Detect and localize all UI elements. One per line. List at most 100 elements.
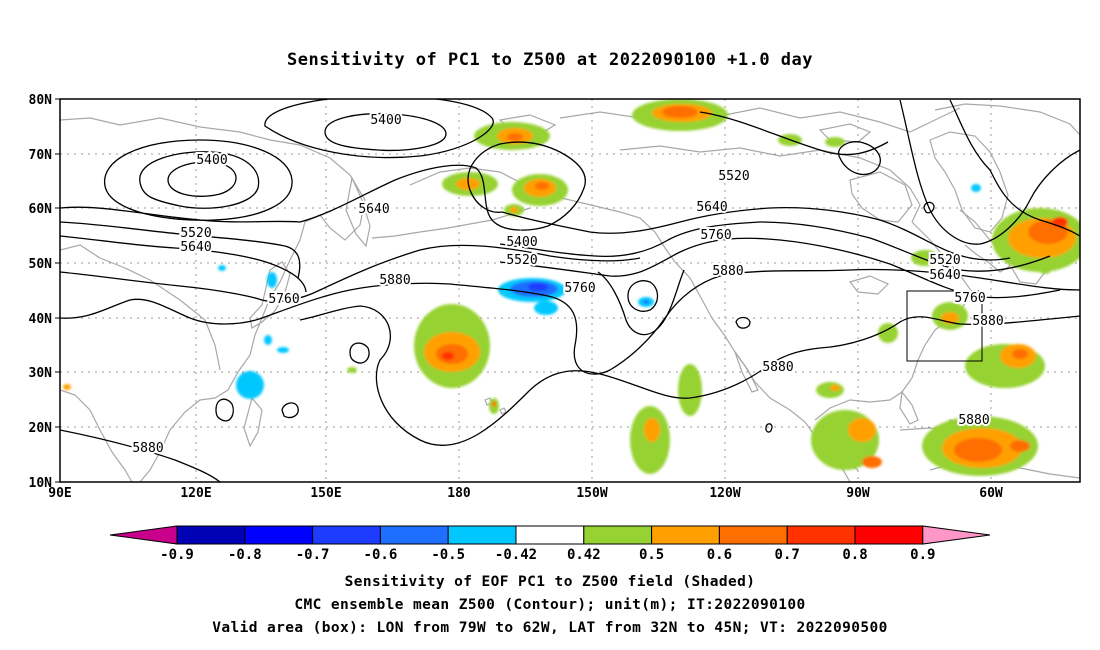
contour-labels: 5400540055205640564057605880540055205760… bbox=[130, 111, 1005, 458]
lon-labels: 90E 120E 150E 180 150W 120W 90W 60W bbox=[48, 486, 1003, 501]
contour-5760-trough bbox=[597, 269, 685, 336]
shade-negative-japan bbox=[218, 184, 981, 399]
lat-ticks bbox=[55, 98, 60, 483]
contour-arctic-4 bbox=[949, 99, 1080, 237]
contour-label: 5400 bbox=[506, 235, 537, 250]
lon-label: 150E bbox=[310, 486, 341, 501]
shade-central-pacific bbox=[347, 304, 499, 414]
contour-low-bering-inner bbox=[324, 112, 447, 152]
contour-5880-cutoff bbox=[627, 280, 659, 312]
contour-label: 5880 bbox=[712, 264, 743, 279]
contour-label: 5880 bbox=[972, 314, 1003, 329]
shade-bering bbox=[474, 122, 550, 150]
contour-label: 5520 bbox=[180, 226, 211, 241]
z500-contours bbox=[60, 99, 1080, 482]
contour-label: 5640 bbox=[696, 200, 727, 215]
shade-tropical-atlantic bbox=[922, 416, 1038, 476]
colorbar-label: -0.5 bbox=[431, 547, 465, 563]
contour-label: 5640 bbox=[358, 202, 389, 217]
contour-low-siberia-mid bbox=[139, 151, 260, 209]
contour-label: 5760 bbox=[564, 281, 595, 296]
contour-5400 bbox=[60, 141, 586, 231]
contour-greenland-low bbox=[923, 201, 935, 214]
contour-label: 5640 bbox=[929, 268, 960, 283]
lat-label: 60N bbox=[29, 202, 53, 217]
contour-5880-south bbox=[60, 429, 221, 482]
shade-east-pacific bbox=[630, 364, 702, 474]
caption-valid-area: Valid area (box): LON from 79W to 62W, L… bbox=[212, 620, 888, 636]
shade-north-pacific bbox=[442, 172, 568, 216]
lon-label: 180 bbox=[447, 486, 471, 501]
colorbar-label: -0.42 bbox=[495, 547, 537, 563]
contour-label: 5760 bbox=[700, 228, 731, 243]
colorbar-segment bbox=[854, 525, 924, 545]
contour-label: 5760 bbox=[954, 291, 985, 306]
shade-west-atlantic bbox=[932, 302, 1045, 388]
lon-label: 90W bbox=[846, 486, 870, 501]
colorbar-segment bbox=[651, 525, 720, 545]
contour-5640-west bbox=[60, 235, 307, 293]
colorbar-segment bbox=[176, 525, 246, 545]
shade-north-atlantic bbox=[911, 208, 1080, 274]
contour-label: 5520 bbox=[718, 169, 749, 184]
contour-arctic-2 bbox=[837, 141, 881, 175]
contour-5640-east bbox=[499, 221, 1051, 272]
contour-label: 5640 bbox=[180, 240, 211, 255]
positive-sensitivity bbox=[63, 99, 1080, 476]
lat-labels: 80N 70N 60N 50N 40N 30N 20N 10N bbox=[29, 93, 53, 491]
shade-arctic bbox=[632, 99, 845, 147]
colorbar-segment bbox=[786, 525, 856, 545]
lat-label: 40N bbox=[29, 312, 53, 327]
map-title: Sensitivity of PC1 to Z500 at 2022090100… bbox=[286, 50, 813, 70]
colorbar-label: -0.9 bbox=[160, 547, 194, 563]
lat-label: 10N bbox=[29, 476, 53, 491]
lon-label: 120E bbox=[180, 486, 211, 501]
contour-label: 5880 bbox=[958, 413, 989, 428]
colorbar-segment bbox=[379, 525, 449, 545]
contour-arctic-1 bbox=[699, 111, 889, 156]
colorbar-segment bbox=[515, 525, 585, 545]
colorbar-segment bbox=[447, 525, 517, 545]
lat-label: 20N bbox=[29, 421, 53, 436]
contour-label: 5520 bbox=[506, 253, 537, 268]
contour-label: 5400 bbox=[370, 113, 401, 128]
contour-small-3 bbox=[281, 402, 299, 419]
contour-label: 5520 bbox=[929, 253, 960, 268]
colorbar-label: 0.8 bbox=[842, 547, 867, 563]
lat-label: 70N bbox=[29, 148, 53, 163]
contour-label: 5880 bbox=[132, 441, 163, 456]
lon-label: 90E bbox=[48, 486, 71, 501]
colorbar-label: -0.6 bbox=[364, 547, 398, 563]
colorbar-segment bbox=[244, 525, 314, 545]
colorbar-label: -0.7 bbox=[296, 547, 330, 563]
valid-area-box bbox=[906, 290, 983, 362]
lon-label: 150W bbox=[576, 486, 607, 501]
colorbar-label: 0.6 bbox=[707, 547, 732, 563]
colorbar-label: 0.5 bbox=[639, 547, 664, 563]
colorbar-segment bbox=[583, 525, 653, 545]
contour-small-5 bbox=[765, 423, 773, 433]
colorbar-label: -0.8 bbox=[228, 547, 262, 563]
contour-small-1 bbox=[349, 342, 370, 364]
contour-low-siberia-inner bbox=[167, 161, 237, 197]
colorbar-segment bbox=[312, 525, 381, 545]
caption-contour: CMC ensemble mean Z500 (Contour); unit(m… bbox=[294, 597, 806, 613]
plot-frame bbox=[59, 98, 1081, 483]
colorbar: -0.9 -0.8 -0.7 -0.6 -0.5 -0.42 0.42 0.5 0.6 0.7 0.… bbox=[109, 525, 991, 563]
colorbar-segment bbox=[718, 525, 788, 545]
contour-small-2 bbox=[215, 398, 234, 422]
colorbar-label: 0.42 bbox=[567, 547, 601, 563]
contour-low-siberia-outer bbox=[104, 139, 293, 221]
caption-shaded: Sensitivity of EOF PC1 to Z500 field (Sh… bbox=[344, 574, 756, 590]
contour-5760-east bbox=[499, 237, 1061, 299]
contour-5880-west bbox=[60, 268, 1080, 375]
contour-5520-east bbox=[501, 206, 1011, 261]
colorbar-high-arrow bbox=[922, 525, 991, 545]
contour-label: 5880 bbox=[762, 360, 793, 375]
colorbar-low-arrow bbox=[109, 525, 178, 545]
lat-label: 50N bbox=[29, 257, 53, 272]
shade-gulf-caribbean bbox=[811, 323, 898, 470]
contour-label: 5760 bbox=[268, 292, 299, 307]
contour-5760-west bbox=[60, 244, 641, 303]
contour-label: 5400 bbox=[196, 153, 227, 168]
